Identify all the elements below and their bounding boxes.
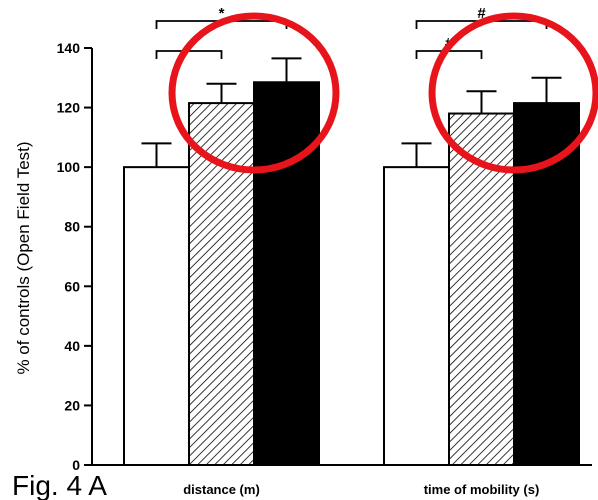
bar	[383, 166, 450, 466]
y-tick-label: 100	[57, 159, 81, 175]
y-tick-label: 60	[64, 278, 80, 294]
figure-label: Fig. 4 A	[12, 470, 107, 500]
bar	[123, 166, 190, 466]
category-labels: distance (m) time of mobility (s)	[183, 482, 539, 497]
y-tick-label: 120	[57, 100, 81, 116]
bar	[253, 81, 320, 466]
highlight-circle	[168, 12, 340, 174]
y-tick-label: 80	[64, 219, 80, 235]
y-tick-label: 40	[64, 338, 80, 354]
y-tick-label: 20	[64, 397, 80, 413]
significance-bracket	[155, 50, 223, 59]
bar	[188, 102, 255, 466]
x-category-label: distance (m)	[183, 482, 260, 497]
significance-bracket	[415, 50, 483, 59]
x-category-label: time of mobility (s)	[424, 482, 540, 497]
bars	[123, 57, 580, 467]
y-tick-label: 140	[57, 40, 81, 56]
bar	[513, 102, 580, 466]
highlight-circles	[168, 12, 598, 174]
significance-mark: #	[477, 5, 486, 22]
highlight-circle	[428, 12, 598, 174]
significance-mark: *	[219, 5, 225, 22]
y-axis-title: % of controls (Open Field Test)	[14, 141, 33, 374]
y-tick-label: 0	[72, 457, 80, 473]
significance-brackets: * ##	[155, 5, 548, 59]
